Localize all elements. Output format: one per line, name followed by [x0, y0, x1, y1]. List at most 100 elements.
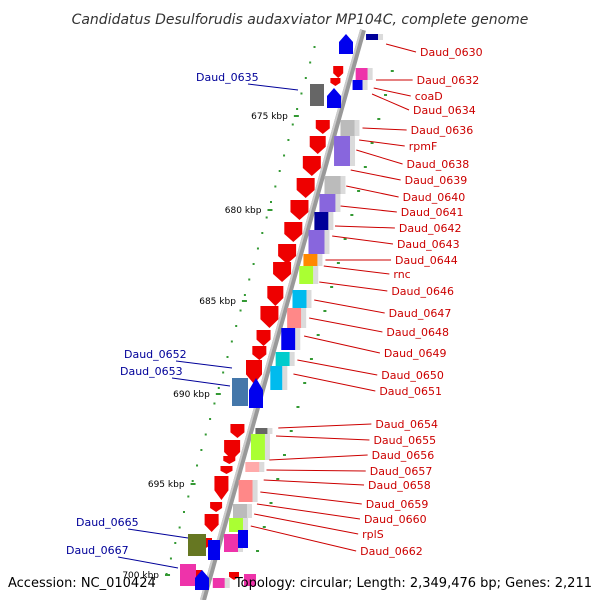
gene-cog-box[interactable]: [292, 290, 307, 308]
gene-label-right[interactable]: rpmF: [409, 140, 438, 153]
gene-cog-box[interactable]: [281, 328, 296, 350]
gene-label-right[interactable]: Daud_0639: [405, 174, 468, 187]
gene-arrow-reverse[interactable]: [229, 572, 239, 580]
gene-cog-box[interactable]: [244, 574, 256, 586]
gene-arrow-reverse[interactable]: [284, 222, 303, 242]
gene-arrow-reverse[interactable]: [273, 262, 292, 282]
track-dot-right: [323, 310, 327, 312]
gene-cog-box[interactable]: [334, 136, 351, 166]
gene-label-left[interactable]: Daud_0665: [76, 516, 139, 529]
gene-arrow-reverse[interactable]: [210, 502, 223, 512]
gene-label-left[interactable]: Daud_0653: [120, 365, 183, 378]
gene-arrow-reverse[interactable]: [224, 440, 241, 460]
gene-arrow-reverse[interactable]: [290, 200, 309, 220]
gene-cog-box[interactable]: [308, 230, 325, 254]
gene-arrow-forward[interactable]: [339, 34, 353, 54]
gene-label-right[interactable]: rnc: [393, 268, 410, 281]
gene-label-right[interactable]: coaD: [415, 90, 443, 103]
gene-cog-box[interactable]: [250, 434, 265, 460]
gene-cog-box[interactable]: [287, 308, 302, 328]
gene-cog-box[interactable]: [255, 428, 268, 434]
gene-arrow-reverse[interactable]: [260, 306, 279, 328]
gene-label-right[interactable]: Daud_0642: [399, 222, 462, 235]
gene-label-right[interactable]: Daud_0638: [407, 158, 470, 171]
gene-shadow: [354, 120, 360, 136]
gene-label-right[interactable]: Daud_0651: [379, 385, 442, 398]
right-label-leader: [250, 525, 357, 552]
gene-cog-box[interactable]: [270, 366, 283, 390]
gene-arrow-forward[interactable]: [249, 378, 263, 408]
gene-arrow-forward[interactable]: [195, 570, 209, 590]
gene-arrow-reverse[interactable]: [214, 476, 229, 500]
gene-label-left[interactable]: Daud_0652: [124, 348, 187, 361]
track-dot: [283, 154, 286, 157]
gene-cog-box[interactable]: [275, 352, 290, 366]
gene-label-right[interactable]: Daud_0650: [381, 369, 444, 382]
gene-cog-box[interactable]: [232, 378, 248, 406]
gene-label-right[interactable]: Daud_0636: [411, 124, 474, 137]
gene-label-right[interactable]: Daud_0662: [360, 545, 423, 558]
gene-label-right[interactable]: Daud_0646: [391, 285, 454, 298]
gene-label-right[interactable]: Daud_0640: [403, 191, 466, 204]
gene-label-left[interactable]: Daud_0667: [66, 544, 129, 557]
gene-arrow-reverse[interactable]: [315, 120, 330, 134]
gene-label-right[interactable]: Daud_0654: [375, 418, 438, 431]
gene-label-right[interactable]: Daud_0647: [389, 307, 452, 320]
gene-cog-box[interactable]: [303, 254, 318, 266]
gene-cog-box[interactable]: [340, 120, 355, 136]
gene-arrow-reverse[interactable]: [246, 360, 263, 384]
gene-arrow-reverse[interactable]: [223, 456, 236, 464]
gene-arrow-reverse[interactable]: [204, 514, 219, 532]
gene-arrow-reverse[interactable]: [230, 424, 245, 438]
gene-cog-box[interactable]: [224, 534, 239, 552]
gene-arrow-reverse[interactable]: [333, 66, 344, 78]
gene-label-right[interactable]: Daud_0634: [413, 104, 476, 117]
gene-label-right[interactable]: Daud_0648: [386, 326, 449, 339]
gene-cog-box[interactable]: [212, 578, 225, 588]
track-dot: [274, 185, 277, 188]
gene-label-right[interactable]: Daud_0649: [384, 347, 447, 360]
gene-label-right[interactable]: Daud_0656: [372, 449, 435, 462]
gene-cog-box[interactable]: [208, 540, 220, 560]
right-label-leader: [356, 149, 403, 165]
track-dot-right: [384, 94, 388, 96]
gene-arrow-reverse[interactable]: [296, 178, 315, 198]
gene-cog-box[interactable]: [232, 504, 247, 518]
gene-arrow-forward[interactable]: [327, 88, 341, 108]
gene-cog-box[interactable]: [355, 68, 368, 80]
gene-cog-box[interactable]: [188, 534, 206, 556]
gene-label-right[interactable]: Daud_0657: [370, 465, 433, 478]
gene-label-right[interactable]: Daud_0630: [420, 46, 483, 59]
gene-label-right[interactable]: Daud_0660: [364, 513, 427, 526]
gene-arrow-reverse[interactable]: [220, 466, 233, 474]
gene-arrow-reverse[interactable]: [309, 136, 326, 154]
gene-arrow-reverse[interactable]: [278, 244, 297, 264]
dotted-tick-track: [165, 46, 394, 575]
gene-cog-box[interactable]: [180, 564, 196, 586]
gene-cog-box[interactable]: [238, 480, 253, 502]
gene-label-left[interactable]: Daud_0635: [196, 71, 259, 84]
gene-label-right[interactable]: Daud_0655: [373, 434, 436, 447]
gene-label-right[interactable]: Daud_0644: [395, 254, 458, 267]
gene-label-right[interactable]: Daud_0658: [368, 479, 431, 492]
gene-cog-box[interactable]: [319, 194, 336, 212]
gene-cog-box[interactable]: [310, 84, 324, 106]
gene-arrow-reverse[interactable]: [267, 286, 284, 306]
gene-cog-box[interactable]: [299, 266, 314, 284]
gene-arrow-reverse[interactable]: [256, 330, 271, 346]
gene-cog-box[interactable]: [314, 212, 329, 230]
gene-label-right[interactable]: rplS: [362, 528, 384, 541]
gene-label-right[interactable]: Daud_0632: [417, 74, 480, 87]
gene-cog-box[interactable]: [238, 530, 248, 548]
gene-arrow-reverse[interactable]: [330, 78, 341, 86]
gene-cog-box[interactable]: [245, 462, 260, 472]
gene-label-right[interactable]: Daud_0641: [401, 206, 464, 219]
gene-arrow-reverse[interactable]: [252, 346, 267, 360]
gene-label-right[interactable]: Daud_0643: [397, 238, 460, 251]
gene-cog-box[interactable]: [352, 80, 363, 90]
gene-cog-box[interactable]: [229, 518, 244, 532]
gene-arrow-reverse[interactable]: [302, 156, 321, 176]
gene-cog-box[interactable]: [324, 176, 341, 194]
gene-label-right[interactable]: Daud_0659: [366, 498, 429, 511]
gene-cog-box[interactable]: [366, 34, 379, 40]
